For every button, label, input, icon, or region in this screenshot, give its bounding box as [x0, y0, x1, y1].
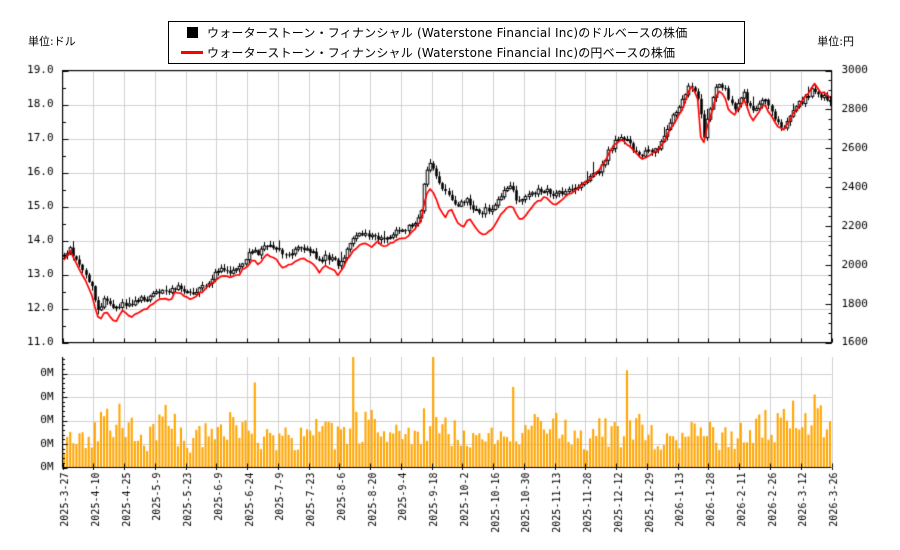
- legend-label-yen-price: ウォーターストーン・フィナンシャル (Waterstone Financial …: [207, 45, 676, 60]
- usd-candlestick-marker-icon: [186, 27, 198, 39]
- legend-item-usd-price: ウォーターストーン・フィナンシャル (Waterstone Financial …: [177, 24, 736, 42]
- legend-item-yen-price: ウォーターストーン・フィナンシャル (Waterstone Financial …: [177, 44, 736, 62]
- legend-marker-cell: [177, 50, 207, 54]
- chart-legend: ウォーターストーン・フィナンシャル (Waterstone Financial …: [168, 21, 745, 64]
- legend-marker-cell: [177, 27, 207, 39]
- legend-label-usd-price: ウォーターストーン・フィナンシャル (Waterstone Financial …: [207, 26, 688, 41]
- yen-line-marker-icon: [181, 50, 203, 54]
